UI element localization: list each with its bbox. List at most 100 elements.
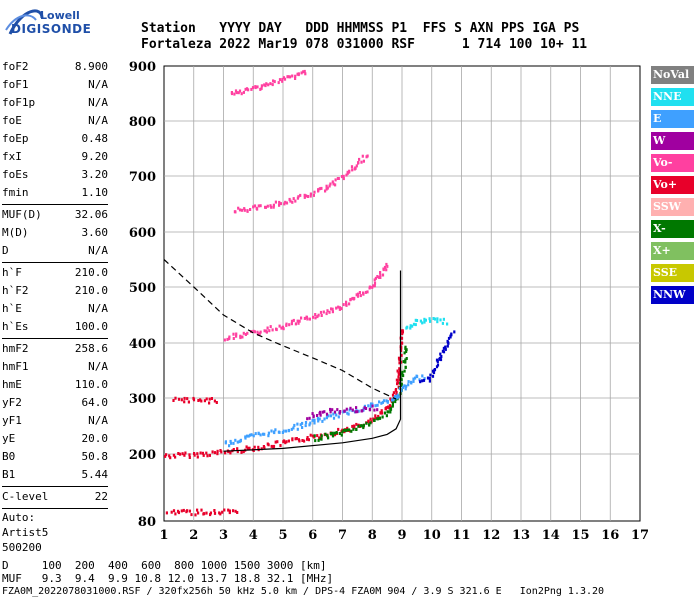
echo-point (339, 410, 342, 413)
echo-point (294, 322, 297, 326)
header-line-1: Station YYYY DAY DDD HHMMSS P1 FFS S AXN… (141, 21, 580, 36)
echo-point (294, 77, 297, 80)
echo-point (263, 446, 266, 450)
echo-point (421, 379, 424, 383)
y-tick-label: 900 (129, 60, 156, 75)
echo-point (311, 412, 314, 416)
echo-point (294, 437, 297, 441)
echo-point (376, 403, 379, 407)
echo-point (409, 326, 412, 330)
x-tick-label: 17 (631, 528, 649, 543)
echo-point (292, 426, 295, 430)
echo-point (332, 416, 336, 420)
echo-point (313, 418, 316, 422)
param-label: h`F (2, 266, 22, 279)
echo-point (303, 316, 306, 320)
echo-point (237, 206, 240, 210)
echo-point (165, 453, 168, 457)
echo-point (386, 264, 389, 268)
echo-point (244, 333, 247, 336)
echo-point (240, 92, 243, 96)
echo-point (356, 410, 359, 414)
echo-point (257, 431, 260, 435)
echo-point (270, 429, 273, 433)
echo-point (293, 423, 296, 427)
echo-point (168, 454, 171, 458)
echo-point (369, 421, 372, 425)
param-value: 64.0 (81, 396, 109, 409)
echo-point (224, 451, 227, 455)
echo-point (283, 77, 287, 81)
echo-point (244, 87, 247, 91)
echo-point (386, 410, 389, 414)
echo-point (336, 408, 339, 412)
echo-point (297, 321, 300, 325)
echo-point (411, 324, 414, 328)
echo-point (272, 79, 275, 83)
echo-point (313, 421, 316, 425)
echo-point (197, 511, 200, 515)
echo-point (305, 194, 308, 198)
echo-point (317, 438, 320, 442)
y-tick-label: 500 (129, 281, 156, 296)
echo-point (243, 208, 246, 212)
echo-point (288, 323, 291, 327)
echo-point (216, 449, 219, 453)
echo-point (256, 85, 259, 89)
echo-point (355, 422, 358, 426)
echo-point (311, 434, 314, 438)
param-label: h`E (2, 302, 22, 315)
echo-point (356, 292, 360, 296)
echo-point (203, 399, 206, 403)
echo-point (245, 434, 249, 438)
echo-point (340, 433, 343, 437)
param-row-foe: foE N/A (2, 112, 108, 130)
echo-point (381, 273, 385, 277)
divider (2, 262, 108, 263)
echo-point (381, 415, 384, 419)
echo-point (232, 441, 235, 445)
echo-point (208, 453, 211, 457)
echo-point (232, 337, 235, 340)
echo-point (265, 82, 268, 86)
echo-point (302, 70, 305, 74)
param-row-yf2: yF2 64.0 (2, 394, 108, 412)
echo-point (283, 439, 286, 443)
echo-point (346, 428, 349, 432)
echo-point (338, 306, 342, 310)
trace-x-f-trace (313, 345, 408, 443)
echo-point (263, 432, 266, 436)
echo-point (441, 349, 444, 353)
echo-point (381, 411, 384, 415)
param-label: h`F2 (2, 284, 29, 297)
echo-point (444, 345, 447, 349)
echo-point (349, 406, 352, 410)
param-row-md: M(D) 3.60 (2, 224, 108, 242)
echo-point (290, 322, 293, 326)
echo-point (405, 350, 408, 353)
echo-point (376, 275, 379, 278)
param-value: 258.6 (74, 342, 108, 355)
echo-point (364, 290, 367, 294)
echo-point (180, 509, 183, 513)
echo-point (412, 322, 416, 326)
header-line-2: Fortaleza 2022 Mar19 078 031000 RSF 1 71… (141, 37, 588, 52)
echo-point (397, 395, 400, 399)
param-value: 50.8 (81, 450, 109, 463)
echo-point (402, 360, 405, 364)
echo-point (332, 182, 335, 186)
echo-point (303, 195, 306, 199)
echo-point (401, 374, 404, 377)
trace-nnw-echoes (419, 330, 456, 384)
param-row-b1: B1 5.44 (2, 466, 108, 484)
echo-point (253, 330, 256, 334)
echo-point (361, 409, 364, 413)
param-value: 32.06 (74, 208, 108, 221)
echo-point (345, 303, 348, 307)
echo-point (348, 170, 351, 174)
echo-point (287, 429, 291, 433)
echo-point (358, 157, 361, 161)
echo-point (394, 388, 398, 391)
echo-point (398, 361, 401, 365)
param-value: 8.900 (74, 60, 108, 73)
